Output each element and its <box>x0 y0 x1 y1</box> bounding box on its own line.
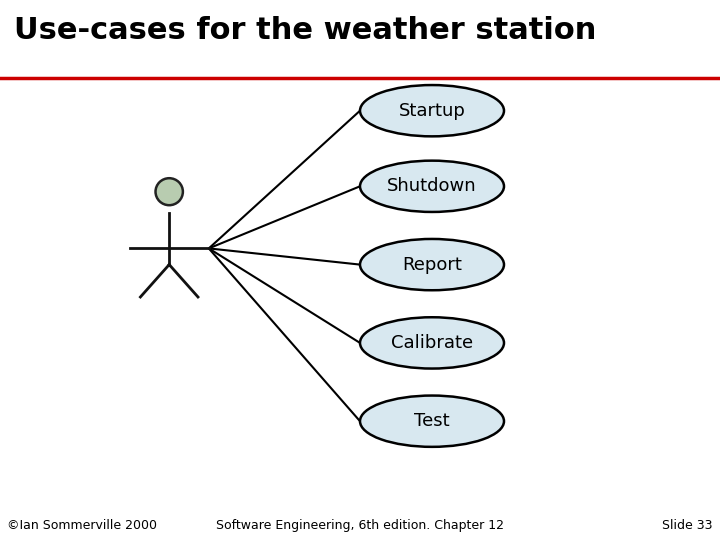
Ellipse shape <box>360 239 504 291</box>
Ellipse shape <box>360 161 504 212</box>
Text: Startup: Startup <box>399 102 465 120</box>
Text: Use-cases for the weather station: Use-cases for the weather station <box>14 16 597 45</box>
Text: Report: Report <box>402 255 462 274</box>
Ellipse shape <box>360 85 504 136</box>
Text: Slide 33: Slide 33 <box>662 519 713 532</box>
Ellipse shape <box>360 317 504 368</box>
Text: ©Ian Sommerville 2000: ©Ian Sommerville 2000 <box>7 519 157 532</box>
Ellipse shape <box>156 178 183 205</box>
Ellipse shape <box>360 395 504 447</box>
Text: Shutdown: Shutdown <box>387 177 477 195</box>
Text: Software Engineering, 6th edition. Chapter 12: Software Engineering, 6th edition. Chapt… <box>216 519 504 532</box>
Text: Calibrate: Calibrate <box>391 334 473 352</box>
Text: Test: Test <box>414 412 450 430</box>
